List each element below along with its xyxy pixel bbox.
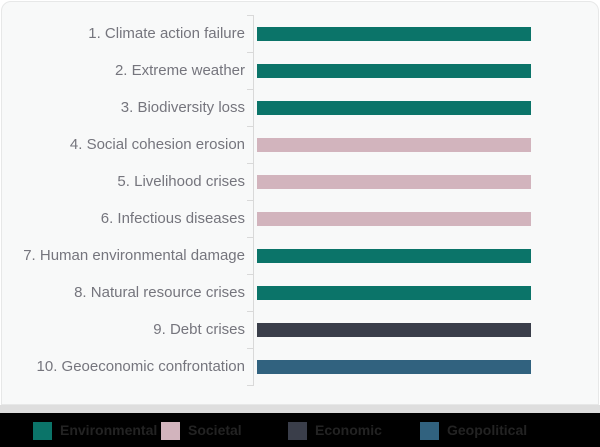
bar-environmental — [257, 249, 531, 263]
category-label: 6. Infectious diseases — [100, 210, 245, 227]
chart-row: 5. Livelihood crises — [2, 163, 600, 200]
category-label: 7. Human environmental damage — [23, 247, 245, 264]
category-label: 1. Climate action failure — [88, 25, 245, 42]
chart-row: 8. Natural resource crises — [2, 274, 600, 311]
category-label: 3. Biodiversity loss — [120, 99, 245, 116]
chart-legend: Environmental Societal Economic Geopolitica… — [0, 413, 600, 447]
axis-tick — [247, 52, 254, 53]
chart-row: 9. Debt crises — [2, 311, 600, 348]
bar-environmental — [257, 286, 531, 300]
legend-label: Societal — [188, 422, 242, 438]
chart-row: 6. Infectious diseases — [2, 200, 600, 237]
chart-card: 1. Climate action failure 2. Extreme weat… — [1, 1, 599, 405]
axis-tick — [247, 237, 254, 238]
bar-environmental — [257, 101, 531, 115]
legend-label: Environmental — [60, 422, 158, 438]
axis-tick — [247, 385, 254, 386]
legend-item-societal: Societal — [161, 413, 242, 447]
legend-swatch-icon — [420, 422, 439, 440]
axis-tick — [247, 89, 254, 90]
chart-row: 3. Biodiversity loss — [2, 89, 600, 126]
legend-swatch-icon — [288, 422, 307, 440]
category-label: 10. Geoeconomic confrontation — [36, 358, 245, 375]
chart-row: 1. Climate action failure — [2, 15, 600, 52]
axis-tick — [247, 163, 254, 164]
axis-tick — [247, 200, 254, 201]
axis-tick — [247, 15, 254, 16]
axis-tick — [247, 126, 254, 127]
legend-swatch-icon — [33, 422, 52, 440]
chart-row: 4. Social cohesion erosion — [2, 126, 600, 163]
category-label: 5. Livelihood crises — [117, 173, 245, 190]
bar-societal — [257, 212, 531, 226]
category-label: 9. Debt crises — [153, 321, 245, 338]
axis-tick — [247, 348, 254, 349]
axis-tick — [247, 274, 254, 275]
chart-row: 7. Human environmental damage — [2, 237, 600, 274]
bar-environmental — [257, 64, 531, 78]
legend-item-environmental: Environmental — [33, 413, 157, 447]
category-label: 4. Social cohesion erosion — [69, 136, 245, 153]
legend-item-geopolitical: Geopolitical — [420, 413, 527, 447]
bar-societal — [257, 175, 531, 189]
divider-strip — [0, 405, 600, 413]
bar-societal — [257, 138, 531, 152]
chart-row: 10. Geoeconomic confrontation — [2, 348, 600, 385]
legend-item-economic: Economic — [288, 413, 382, 447]
legend-label: Economic — [315, 422, 382, 438]
bar-environmental — [257, 27, 531, 41]
legend-swatch-icon — [161, 422, 180, 440]
bar-geopolitical — [257, 360, 531, 374]
bar-economic — [257, 323, 531, 337]
axis-tick — [247, 311, 254, 312]
chart-row: 2. Extreme weather — [2, 52, 600, 89]
category-label: 2. Extreme weather — [114, 62, 245, 79]
category-label: 8. Natural resource crises — [74, 284, 245, 301]
legend-label: Geopolitical — [447, 422, 528, 438]
